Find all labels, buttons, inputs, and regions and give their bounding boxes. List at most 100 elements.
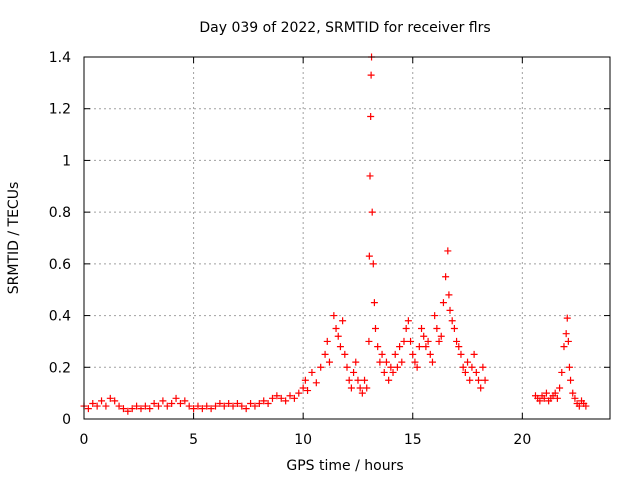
data-point [556, 384, 564, 392]
data-point [163, 402, 171, 410]
data-point [321, 350, 329, 358]
data-point [565, 363, 573, 371]
data-point [367, 112, 375, 120]
x-tick-label: 15 [404, 432, 422, 448]
data-point [400, 337, 408, 345]
data-point [150, 399, 158, 407]
data-point [564, 337, 572, 345]
data-point [542, 389, 550, 397]
data-point [424, 337, 432, 345]
data-point [220, 402, 228, 410]
data-point [575, 402, 583, 410]
data-point [370, 299, 378, 307]
data-point [290, 394, 298, 402]
data-point [363, 384, 371, 392]
data-point [457, 350, 465, 358]
data-point [277, 394, 285, 402]
y-axis-label: SRMTID / TECUs [6, 182, 22, 295]
data-point [569, 389, 577, 397]
data-point [194, 402, 202, 410]
data-point [391, 350, 399, 358]
data-point [111, 397, 119, 405]
data-point [562, 330, 570, 338]
data-point [172, 394, 180, 402]
data-point [367, 71, 375, 79]
data-point [301, 376, 309, 384]
x-axis-label: GPS time / hours [286, 458, 403, 474]
data-point [407, 337, 415, 345]
data-point [433, 325, 441, 332]
data-point [444, 247, 452, 255]
data-point [181, 397, 189, 405]
data-point [426, 350, 434, 358]
data-point [273, 392, 281, 400]
data-point [442, 273, 450, 281]
x-tick-label: 20 [513, 432, 531, 448]
data-point [415, 343, 423, 351]
data-point [286, 392, 294, 400]
data-point [264, 399, 272, 407]
data-point [365, 337, 373, 345]
data-point [431, 312, 439, 320]
data-point [133, 402, 141, 410]
data-point [312, 379, 320, 387]
x-tick-label: 5 [189, 432, 198, 448]
y-tick-label: 1.4 [49, 50, 71, 66]
x-tick-label: 10 [294, 432, 312, 448]
data-point [325, 358, 333, 366]
data-point [89, 399, 97, 407]
y-tick-label: 0.2 [49, 360, 71, 376]
data-point [159, 397, 167, 405]
data-point [356, 384, 364, 392]
data-point [168, 399, 176, 407]
data-point [369, 260, 377, 268]
y-tick-label: 1.2 [49, 102, 71, 118]
data-point [176, 399, 184, 407]
data-point [216, 399, 224, 407]
data-point [380, 368, 388, 376]
plot-frame [83, 56, 611, 420]
data-point [461, 368, 469, 376]
y-tick-label: 0.6 [49, 257, 71, 273]
data-point [446, 306, 454, 314]
data-point [396, 343, 404, 351]
data-point [551, 389, 559, 397]
data-point [378, 350, 386, 358]
data-point [481, 376, 489, 384]
data-point [402, 325, 410, 332]
data-point [345, 376, 353, 384]
data-point [439, 299, 447, 307]
y-tick-label: 0.8 [49, 205, 71, 221]
data-point [339, 317, 347, 325]
data-point [470, 350, 478, 358]
data-point [212, 402, 219, 410]
data-point [479, 363, 487, 371]
data-point [185, 402, 193, 410]
data-point [128, 405, 136, 413]
data-point [468, 363, 476, 371]
data-point [435, 337, 443, 345]
data-point [563, 314, 571, 322]
y-tick-label: 0.4 [49, 309, 71, 325]
data-point [354, 376, 362, 384]
data-point [453, 337, 461, 345]
data-point [115, 402, 123, 410]
data-point [558, 368, 566, 376]
data-point [260, 397, 268, 405]
data-point [582, 402, 590, 410]
data-point [361, 376, 369, 384]
data-point [450, 325, 458, 332]
y-tick-label: 0 [62, 412, 71, 428]
data-point [393, 363, 401, 371]
data-point [413, 363, 421, 371]
data-point [141, 402, 149, 410]
data-point [242, 405, 250, 413]
data-point [404, 317, 412, 325]
data-point [560, 343, 568, 351]
data-point [124, 407, 132, 415]
data-point [251, 402, 259, 410]
data-point [304, 387, 312, 395]
data-point [422, 343, 430, 351]
data-point [155, 402, 163, 410]
